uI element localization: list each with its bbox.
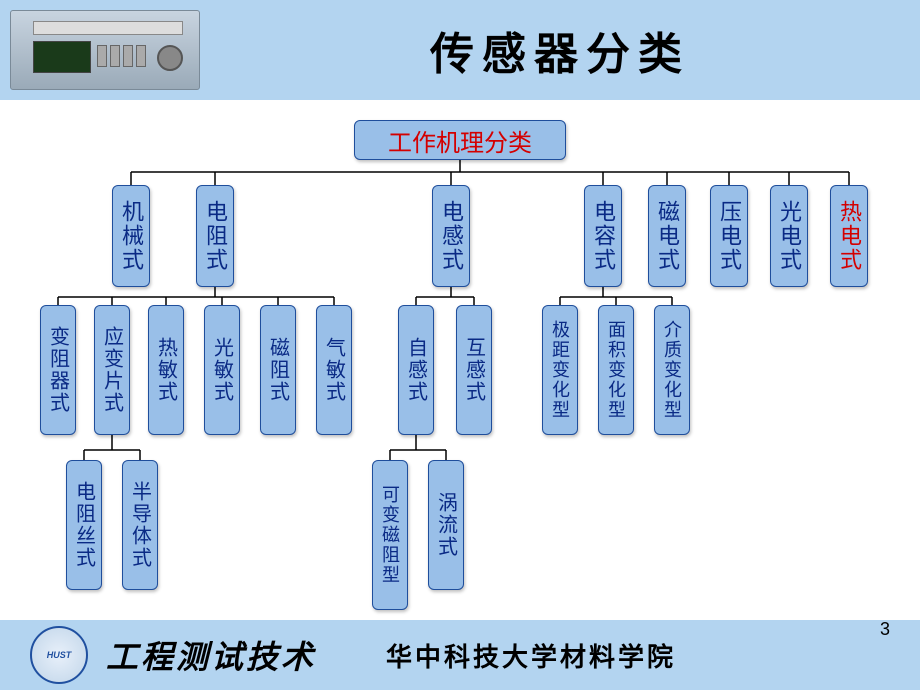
course-name: 工程测试技术	[106, 632, 316, 678]
tree-node: 磁电式	[648, 185, 686, 287]
university-logo: HUST	[30, 626, 88, 684]
tree-node: 工作机理分类	[354, 120, 566, 160]
tree-node: 磁阻式	[260, 305, 296, 435]
tree-node: 热敏式	[148, 305, 184, 435]
tree-node: 气敏式	[316, 305, 352, 435]
tree-node: 半导体式	[122, 460, 158, 590]
tree-node: 面积变化型	[598, 305, 634, 435]
slide-title: 传感器分类	[200, 18, 920, 82]
page-number: 3	[880, 619, 890, 640]
tree-node: 热电式	[830, 185, 868, 287]
tree-node: 电阻丝式	[66, 460, 102, 590]
tree-diagram: 工作机理分类机械式 电阻式 电感式 电容式磁电式压电式光电式热电式变阻器式应变片式热敏…	[0, 100, 920, 620]
tree-node: 电容式	[584, 185, 622, 287]
tree-node: 应变片式	[94, 305, 130, 435]
tree-node: 光敏式	[204, 305, 240, 435]
tree-node: 机械式	[112, 185, 150, 287]
tree-node: 涡流式	[428, 460, 464, 590]
tree-node: 极距变化型	[542, 305, 578, 435]
tree-node: 变阻器式	[40, 305, 76, 435]
instrument-image	[10, 10, 200, 90]
tree-node: 自感式	[398, 305, 434, 435]
tree-node: 互感式	[456, 305, 492, 435]
tree-node: 压电式	[710, 185, 748, 287]
tree-node: 电阻式	[196, 185, 234, 287]
department-name: 华中科技大学材料学院	[386, 637, 676, 674]
tree-node: 可变磁阻型	[372, 460, 408, 610]
header-bar: 传感器分类	[0, 0, 920, 100]
tree-node: 电感式	[432, 185, 470, 287]
tree-node: 光电式	[770, 185, 808, 287]
footer-bar: HUST 工程测试技术 华中科技大学材料学院	[0, 620, 920, 690]
tree-node: 介质变化型	[654, 305, 690, 435]
